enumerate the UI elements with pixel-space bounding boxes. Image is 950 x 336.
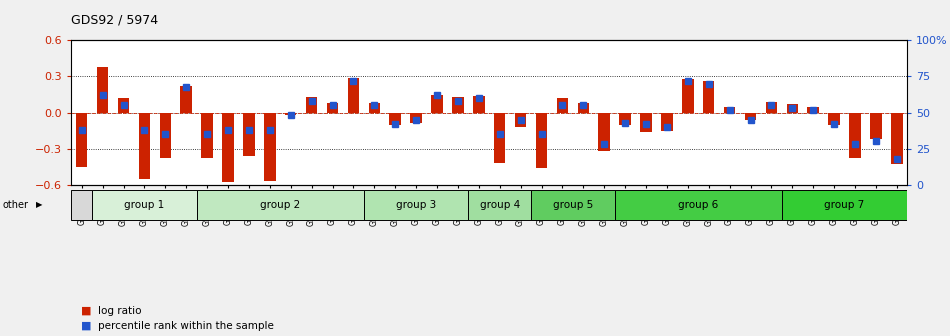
Bar xyxy=(515,113,526,127)
Bar xyxy=(557,98,568,113)
Bar xyxy=(615,190,782,220)
Bar xyxy=(92,190,197,220)
Text: ■: ■ xyxy=(81,321,91,331)
Text: group 3: group 3 xyxy=(396,200,436,210)
Bar xyxy=(197,190,364,220)
Bar xyxy=(348,78,359,113)
Bar xyxy=(536,113,547,168)
Text: GDS92 / 5974: GDS92 / 5974 xyxy=(71,13,159,27)
Text: log ratio: log ratio xyxy=(98,306,142,316)
Bar xyxy=(160,113,171,158)
Text: ▶: ▶ xyxy=(36,201,43,209)
Bar xyxy=(828,113,840,125)
Bar xyxy=(870,113,882,139)
Bar xyxy=(243,113,255,156)
Bar xyxy=(201,113,213,158)
Bar xyxy=(531,190,615,220)
Text: group 1: group 1 xyxy=(124,200,164,210)
Bar xyxy=(640,113,652,132)
Text: group 5: group 5 xyxy=(553,200,593,210)
Bar xyxy=(578,103,589,113)
Bar xyxy=(661,113,673,131)
Bar xyxy=(787,104,798,113)
Bar xyxy=(745,113,756,120)
Text: other: other xyxy=(3,200,28,210)
Bar xyxy=(118,98,129,113)
Bar xyxy=(452,97,464,113)
Bar xyxy=(327,103,338,113)
Bar xyxy=(285,113,296,115)
Bar xyxy=(222,113,234,182)
Bar xyxy=(891,113,902,164)
Bar xyxy=(682,79,694,113)
Bar xyxy=(364,190,468,220)
Bar xyxy=(849,113,861,158)
Bar xyxy=(494,113,505,163)
Bar xyxy=(431,94,443,113)
Bar xyxy=(390,113,401,125)
Bar xyxy=(139,113,150,179)
Text: percentile rank within the sample: percentile rank within the sample xyxy=(98,321,274,331)
Bar xyxy=(71,190,92,220)
Bar xyxy=(782,190,907,220)
Bar xyxy=(369,103,380,113)
Bar xyxy=(598,113,610,151)
Text: group 7: group 7 xyxy=(825,200,864,210)
Bar xyxy=(703,81,714,113)
Text: ■: ■ xyxy=(81,306,91,316)
Bar xyxy=(473,96,485,113)
Bar xyxy=(410,113,422,123)
Bar xyxy=(808,107,819,113)
Bar xyxy=(766,102,777,113)
Bar xyxy=(76,113,87,167)
Bar xyxy=(180,86,192,113)
Text: group 2: group 2 xyxy=(260,200,300,210)
Text: group 4: group 4 xyxy=(480,200,520,210)
Text: group 6: group 6 xyxy=(678,200,718,210)
Bar xyxy=(724,107,735,113)
Bar xyxy=(619,113,631,125)
Bar xyxy=(97,67,108,113)
Bar xyxy=(468,190,531,220)
Bar xyxy=(306,97,317,113)
Bar xyxy=(264,113,276,181)
